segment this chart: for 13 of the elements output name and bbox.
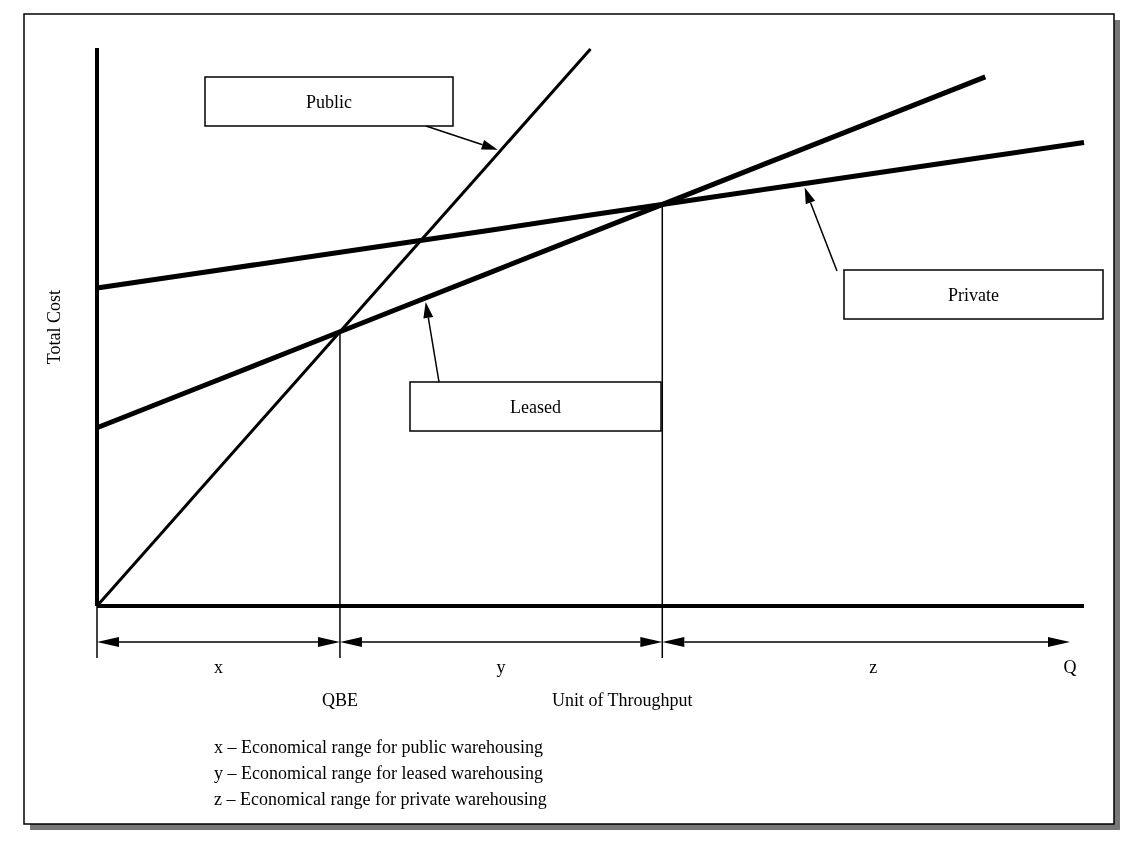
text: Private: [948, 284, 999, 305]
x-axis-title: Unit of Throughput: [551, 690, 693, 710]
text: y: [496, 657, 506, 677]
text: z – Economical range for private warehousing: [214, 789, 547, 809]
text: QBE: [321, 690, 358, 710]
text: x – Economical range for public warehousing: [214, 737, 543, 757]
y-axis-title: Total Cost: [44, 289, 64, 365]
text: Public: [305, 91, 353, 112]
text: x: [213, 657, 223, 677]
text: y – Economical range for leased warehousing: [214, 763, 543, 783]
text: z: [869, 657, 878, 677]
text: Q: [1063, 657, 1077, 677]
text: Leased: [510, 396, 561, 417]
